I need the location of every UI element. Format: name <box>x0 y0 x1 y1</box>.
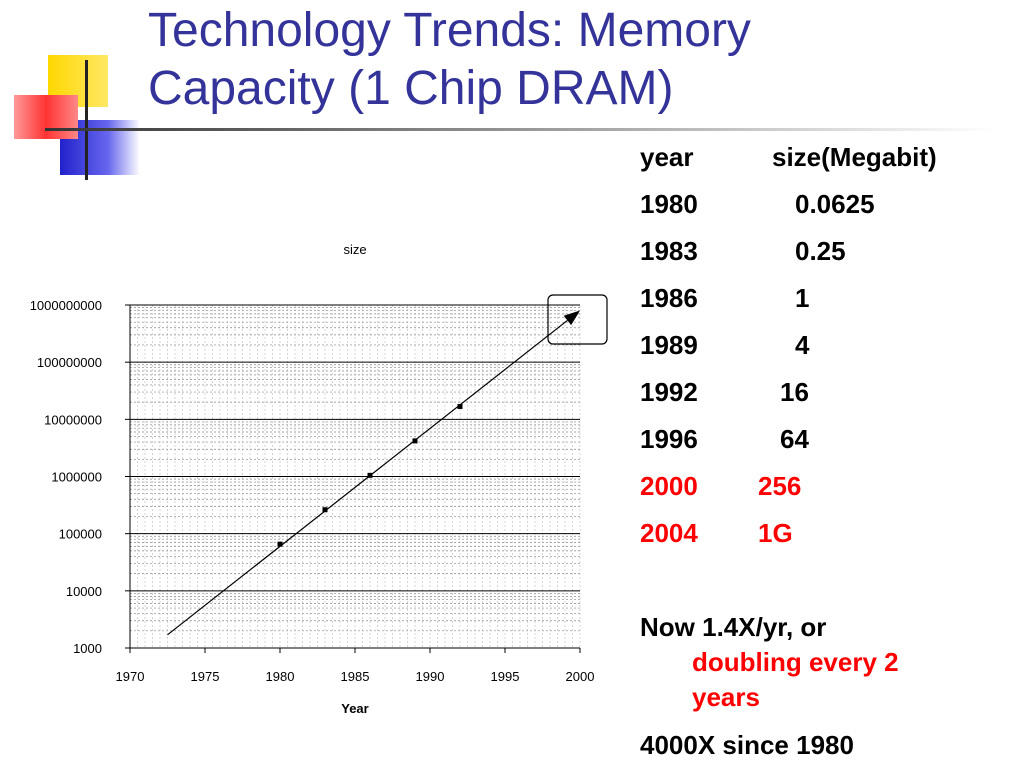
table-cell-size: 1 <box>795 283 810 313</box>
y-tick-label: 1000 <box>73 641 102 656</box>
header-year: year <box>640 142 694 172</box>
growth-note-line-1: Now 1.4X/yr, or <box>640 612 827 642</box>
trend-line <box>167 319 568 636</box>
y-tick-label: 1000000 <box>51 470 102 485</box>
table-cell-year: 1983 <box>640 236 698 266</box>
y-tick-labels: 1000 10000 100000 1000000 10000000 100000000 1… <box>30 298 130 656</box>
y-tick-label: 10000000 <box>44 412 102 427</box>
x-axis-label: Year <box>341 701 368 716</box>
y-tick-label: 100000 <box>59 527 102 542</box>
decorative-squares <box>14 55 995 180</box>
growth-note-line-2: doubling every 2 <box>692 647 899 677</box>
x-tick-label: 1980 <box>266 669 295 684</box>
x-tick-label: 1975 <box>191 669 220 684</box>
data-points <box>277 403 463 547</box>
table-cell-size: 1G <box>758 518 793 548</box>
data-point <box>367 472 373 478</box>
table-cell-size: 64 <box>780 424 809 454</box>
table-cell-year: 1989 <box>640 330 698 360</box>
slide-title-line-2: Capacity (1 Chip DRAM) <box>148 62 674 115</box>
table-cell-year: 1986 <box>640 283 698 313</box>
slide-title: Technology Trends: Memory Capacity (1 Ch… <box>148 2 1008 118</box>
chart-title: size <box>343 242 366 257</box>
y-tick-label: 10000 <box>66 584 102 599</box>
table-cell-size: 0.0625 <box>795 189 875 219</box>
x-tick-label: 2000 <box>566 669 595 684</box>
data-point <box>457 403 463 409</box>
x-tick-label: 1970 <box>116 669 145 684</box>
memory-capacity-chart: 1000 10000 100000 1000000 10000000 100000000 1… <box>30 242 608 716</box>
x-tick-label: 1995 <box>491 669 520 684</box>
trend-arrow-head <box>563 310 580 326</box>
slide-title-line-1: Technology Trends: Memory <box>148 4 751 57</box>
data-point <box>322 507 328 513</box>
growth-note-line-4: 4000X since 1980 <box>640 730 854 760</box>
growth-note-line-3: years <box>692 682 760 712</box>
data-point <box>412 438 418 444</box>
y-tick-label: 1000000000 <box>30 298 102 313</box>
x-tick-label: 1985 <box>341 669 370 684</box>
table-cell-year: 1980 <box>640 189 698 219</box>
table-cell-year: 1996 <box>640 424 698 454</box>
data-point <box>277 541 283 547</box>
y-tick-label: 100000000 <box>37 355 102 370</box>
highlight-box <box>547 294 608 345</box>
table-cell-year: 1992 <box>640 377 698 407</box>
table-cell-year: 2000 <box>640 471 698 501</box>
header-size: size(Megabit) <box>772 142 937 172</box>
table-cell-size: 16 <box>780 377 809 407</box>
x-tick-label: 1990 <box>416 669 445 684</box>
table-cell-size: 0.25 <box>795 236 846 266</box>
x-tick-labels: 1970 1975 1980 1985 1990 1995 2000 <box>116 648 595 684</box>
table-cell-year: 2004 <box>640 518 698 548</box>
table-cell-size: 256 <box>758 471 802 501</box>
table-cell-size: 4 <box>795 330 810 360</box>
